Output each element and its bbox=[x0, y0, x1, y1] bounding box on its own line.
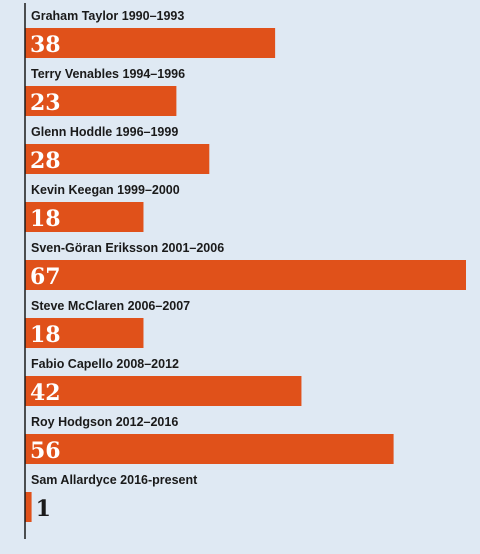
bar-value-label: 28 bbox=[30, 148, 61, 174]
bar bbox=[25, 202, 144, 232]
category-label: Terry Venables 1994–1996 bbox=[31, 67, 185, 81]
bar-value-label: 23 bbox=[30, 90, 61, 116]
bar bbox=[25, 28, 276, 58]
category-label: Steve McClaren 2006–2007 bbox=[31, 299, 190, 313]
bar bbox=[25, 434, 394, 464]
bar-value-label: 1 bbox=[36, 496, 51, 522]
bars-layer: Graham Taylor 1990–1993 38 Terry Venables … bbox=[25, 9, 466, 522]
bar bbox=[25, 318, 144, 348]
bar bbox=[25, 260, 466, 290]
bar-value-label: 18 bbox=[30, 322, 61, 348]
bar-value-label: 67 bbox=[30, 264, 61, 290]
bar bbox=[25, 376, 302, 406]
category-label: Glenn Hoddle 1996–1999 bbox=[31, 125, 178, 139]
bar-value-label: 38 bbox=[30, 32, 61, 58]
category-label: Fabio Capello 2008–2012 bbox=[31, 357, 179, 371]
bar-value-label: 42 bbox=[30, 380, 61, 406]
category-label: Kevin Keegan 1999–2000 bbox=[31, 183, 180, 197]
bar bbox=[25, 144, 210, 174]
bar-value-label: 56 bbox=[30, 438, 61, 464]
bar bbox=[25, 86, 177, 116]
category-label: Roy Hodgson 2012–2016 bbox=[31, 415, 178, 429]
category-label: Sven-Göran Eriksson 2001–2006 bbox=[31, 241, 224, 255]
category-label: Graham Taylor 1990–1993 bbox=[31, 9, 184, 23]
category-label: Sam Allardyce 2016-present bbox=[31, 473, 198, 487]
bar bbox=[25, 492, 32, 522]
bar-value-label: 18 bbox=[30, 206, 61, 232]
